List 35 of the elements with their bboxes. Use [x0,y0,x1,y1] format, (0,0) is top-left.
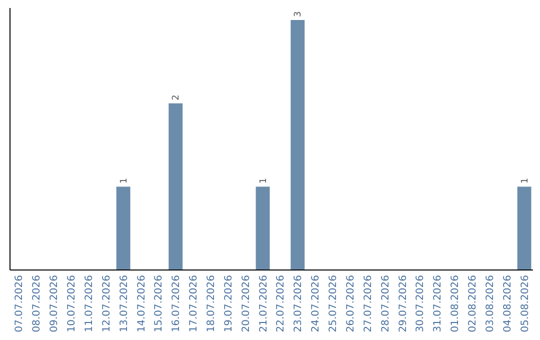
x-tick-label: 03.08.2026 [484,275,496,332]
x-tick-label: 01.08.2026 [450,275,462,332]
x-tick-label: 19.07.2026 [223,275,234,332]
x-tick-label: 18.07.2026 [206,275,217,332]
x-tick-label: 12.07.2026 [101,275,112,332]
data-label: 1 [119,178,130,184]
x-tick-label: 15.07.2026 [154,275,165,332]
x-tick-label: 24.07.2026 [310,275,322,332]
x-tick-label: 08.07.2026 [32,275,43,332]
x-tick-label: 22.07.2026 [276,275,287,332]
x-tick-label: 26.07.2026 [345,275,356,332]
x-tick-label: 14.07.2026 [136,275,148,332]
data-label: 1 [258,178,269,184]
x-tick-label: 09.07.2026 [49,275,60,332]
x-tick-label: 29.07.2026 [398,275,409,332]
x-tick-label: 10.07.2026 [66,275,78,332]
x-tick-label: 11.07.2026 [84,275,95,332]
x-tick-label: 05.08.2026 [520,275,531,332]
x-tick-label: 16.07.2026 [171,275,182,332]
x-tick-label: 20.07.2026 [240,275,252,332]
x-tick-label: 13.07.2026 [118,275,130,332]
data-label: 2 [172,94,182,100]
x-tick-label: 07.07.2026 [14,275,26,332]
x-tick-label: 23.07.2026 [293,275,304,332]
x-tick-label: 28.07.2026 [380,275,392,332]
data-label: 3 [294,11,304,17]
x-tick-label: 21.07.2026 [258,275,270,332]
x-tick-label: 30.07.2026 [415,275,426,332]
x-tick-label: 17.07.2026 [188,275,200,332]
x-tick-label: 25.07.2026 [328,275,340,332]
x-tick-label: 02.08.2026 [467,275,478,332]
x-tick-label: 31.07.2026 [432,275,444,332]
data-label: 1 [520,178,530,184]
x-tick-label: 27.07.2026 [362,275,374,332]
x-tick-label: 04.08.2026 [502,275,514,332]
